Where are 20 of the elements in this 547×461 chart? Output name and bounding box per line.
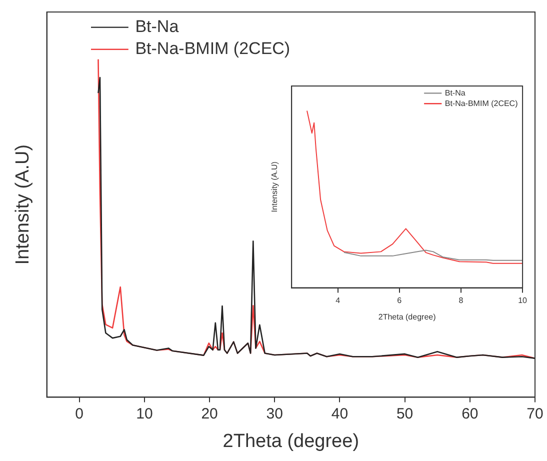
- x-tick-label: 8: [458, 296, 464, 305]
- x-tick-label: 60: [462, 405, 478, 422]
- x-axis-title: 2Theta (degree): [222, 430, 360, 452]
- legend-label: Bt-Na: [444, 88, 466, 98]
- y-axis-title: Intensity (A.U): [270, 161, 280, 212]
- x-tick-label: 4: [336, 296, 341, 305]
- x-tick-label: 10: [136, 405, 153, 422]
- x-tick-label: 30: [266, 405, 283, 422]
- x-tick-label: 10: [518, 296, 528, 305]
- x-tick-label: 50: [396, 405, 414, 422]
- x-axis-title: 2Theta (degree): [378, 312, 436, 322]
- legend-label: Bt-Na-BMIM (2CEC): [135, 39, 290, 58]
- x-tick-label: 70: [526, 405, 544, 422]
- x-tick-label: 40: [331, 405, 348, 422]
- legend-label: Bt-Na-BMIM (2CEC): [444, 98, 518, 108]
- x-tick-label: 20: [201, 405, 218, 422]
- x-tick-label: 6: [397, 296, 402, 305]
- x-tick-label: 0: [75, 405, 84, 422]
- y-axis-title: Intensity (A.U): [12, 144, 34, 265]
- legend-label: Bt-Na: [135, 16, 180, 36]
